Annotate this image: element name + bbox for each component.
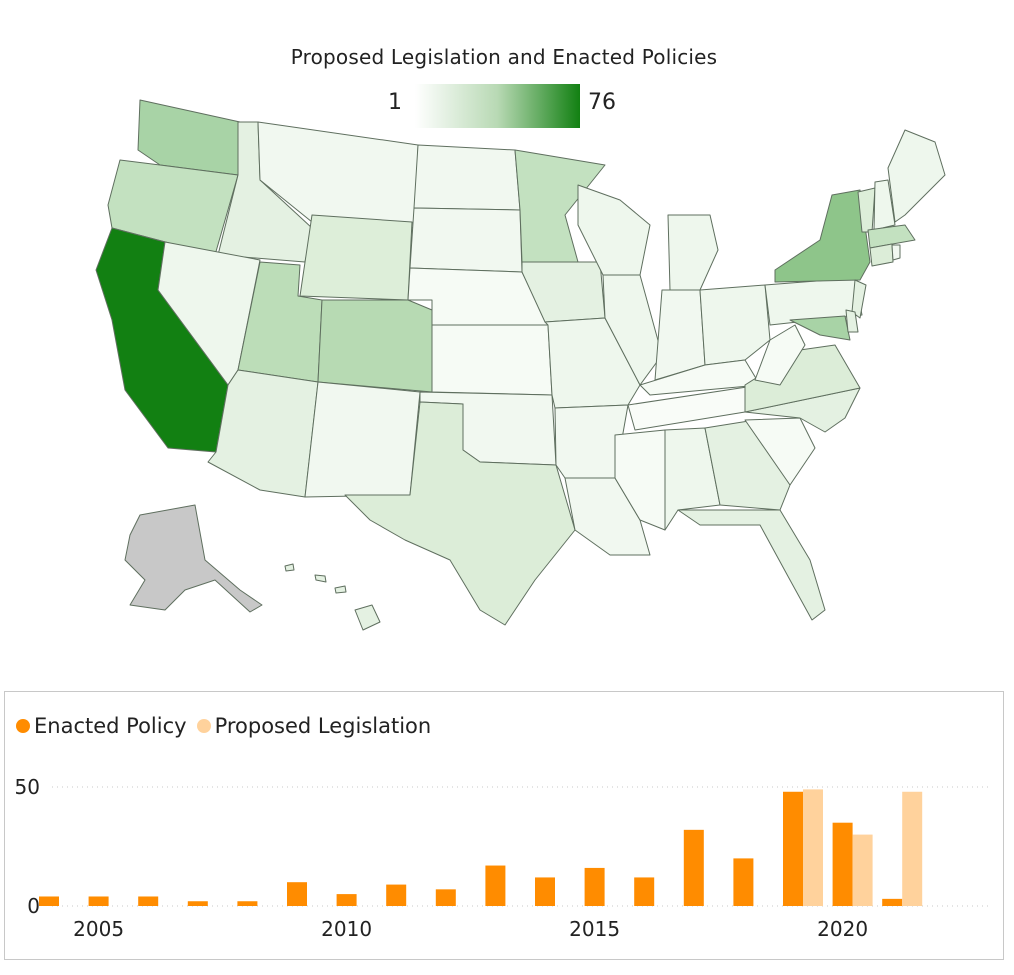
bar-enacted-2015[interactable] (584, 867, 605, 906)
us-state-map (95, 99, 946, 631)
bar-enacted-2013[interactable] (485, 865, 506, 906)
state-maine[interactable] (887, 129, 946, 223)
state-ohio[interactable] (699, 284, 771, 366)
y-tick-label-50: 50 (15, 775, 40, 799)
state-florida[interactable] (677, 509, 826, 621)
state-new-hampshire[interactable] (873, 179, 896, 231)
bar-enacted-2021[interactable] (882, 898, 903, 906)
state-connecticut[interactable] (869, 243, 894, 267)
legend-dot-enacted (16, 719, 30, 733)
state-kentucky[interactable] (639, 359, 761, 396)
state-mississippi[interactable] (614, 429, 666, 531)
legend-dot-proposed (196, 719, 211, 733)
bar-enacted-2004[interactable] (39, 896, 59, 906)
bar-enacted-2020[interactable] (832, 822, 853, 906)
legend-item-proposed[interactable]: Proposed Legislation (196, 714, 432, 738)
legend-label-proposed: Proposed Legislation (214, 714, 432, 738)
color-scale-max-label: 76 (588, 90, 616, 115)
state-maryland[interactable] (789, 315, 851, 341)
state-hawaii-3[interactable] (334, 585, 347, 594)
state-hawaii-2[interactable] (314, 574, 327, 583)
bar-enacted-2016[interactable] (634, 877, 655, 906)
bar-proposed-2019[interactable] (803, 789, 823, 906)
legend-item-enacted[interactable]: Enacted Policy (16, 714, 187, 738)
x-tick-label-2015: 2015 (569, 917, 620, 941)
state-south-carolina[interactable] (744, 417, 816, 486)
bar-proposed-2021[interactable] (902, 791, 923, 906)
bar-enacted-2010[interactable] (336, 894, 357, 906)
bar-enacted-2007[interactable] (187, 901, 208, 906)
x-tick-label-2005: 2005 (73, 917, 124, 941)
color-scale-bar (415, 84, 580, 128)
state-illinois[interactable] (602, 274, 663, 386)
x-tick-label-2010: 2010 (321, 917, 372, 941)
state-michigan[interactable] (667, 214, 719, 291)
bar-proposed-2020[interactable] (852, 834, 873, 906)
y-tick-label-0: 0 (27, 894, 40, 918)
state-hawaii-1[interactable] (284, 563, 295, 572)
state-texas[interactable] (344, 401, 576, 626)
chart-legend: Enacted Policy Proposed Legislation (16, 714, 441, 738)
bar-enacted-2006[interactable] (138, 896, 159, 906)
state-hawaii-4[interactable] (354, 604, 381, 631)
map-title: Proposed Legislation and Enacted Policie… (290, 45, 718, 69)
bar-enacted-2018[interactable] (733, 858, 754, 906)
color-scale-min-label: 1 (388, 90, 402, 115)
bar-enacted-2017[interactable] (683, 829, 704, 906)
state-west-virginia[interactable] (754, 324, 806, 386)
state-alabama[interactable] (664, 427, 721, 531)
bar-enacted-2008[interactable] (237, 901, 258, 906)
bar-enacted-2011[interactable] (386, 884, 407, 906)
bar-enacted-2019[interactable] (783, 791, 803, 906)
state-new-jersey[interactable] (851, 279, 867, 319)
bar-enacted-2012[interactable] (435, 889, 456, 906)
state-rhode-island[interactable] (891, 244, 901, 261)
state-massachusetts[interactable] (867, 224, 916, 249)
state-delaware[interactable] (845, 309, 859, 333)
x-tick-label-2020: 2020 (817, 917, 868, 941)
bar-enacted-2005[interactable] (88, 896, 109, 906)
legend-label-enacted: Enacted Policy (34, 714, 187, 738)
bar-enacted-2014[interactable] (535, 877, 555, 906)
bar-enacted-2009[interactable] (287, 882, 307, 906)
state-alaska[interactable] (124, 504, 263, 613)
